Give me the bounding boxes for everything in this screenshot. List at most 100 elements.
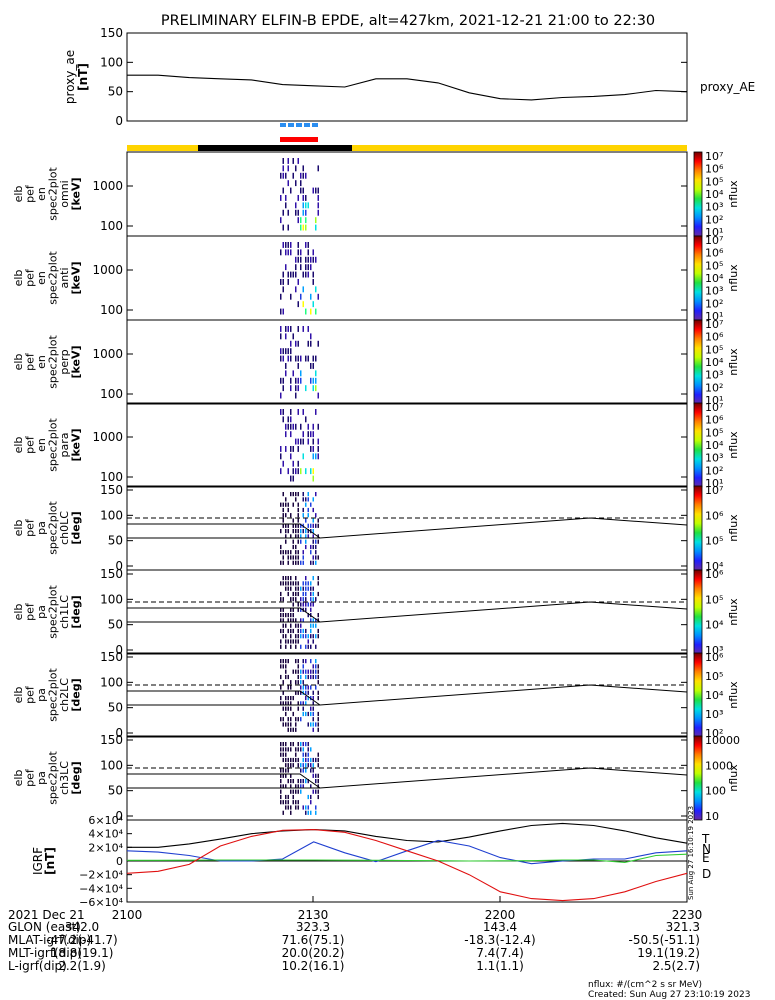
spectrogram-cell [297,602,299,607]
ylabel-line: en [35,187,48,201]
ylabel-line: pa [35,521,48,535]
spec-ytick-label: 100 [100,592,123,606]
spectrogram-cell [307,497,309,502]
ylabel-line: ch3LC [58,761,71,795]
spectrogram-cell [297,409,299,415]
spectrogram-cell [317,518,319,523]
spectrogram-cell [297,363,299,369]
spectrogram-cell [280,613,282,618]
spectrogram-cell [285,586,287,591]
spectrogram-cell [315,555,317,560]
spectrogram-cell [305,271,307,278]
spectrogram-cell [312,453,314,460]
spectrogram-cell [292,591,294,597]
spec-ytick-label: 0 [115,809,123,823]
spectrogram-cell [287,685,289,690]
spectrogram-cell [305,195,307,201]
proxy-ae-legend: proxy_AE [700,80,755,94]
spectrogram-cell [287,502,289,507]
spectrogram-cell [287,165,289,172]
spectrogram-cell [312,576,314,581]
spectrogram-cell [290,340,292,347]
spectrogram-cell [315,308,317,315]
spectrogram-cell [295,623,297,628]
igrf-ytick-label: 4×10⁴ [88,828,123,841]
colorbar [693,402,703,488]
spectrogram-cell [312,271,314,278]
spec-ytick-label: 0 [115,559,123,573]
spectrogram-cell [307,513,309,518]
spectrogram-cell [282,158,284,164]
spectrogram-cell [282,664,284,669]
spectrogram-cell [287,659,289,664]
spectrogram-cell [292,669,294,674]
spectrogram-cell [280,794,282,800]
spectrogram-cell [285,639,287,644]
spectrogram-cell [305,468,307,475]
ylabel-line: en [35,438,48,452]
spectrogram-cell [290,409,292,415]
colorbar-tick-label: 10² [705,727,723,740]
spectrogram-cell [297,523,299,528]
spectrogram-cell [317,613,319,618]
spectrogram-cell [282,576,284,581]
spectrogram-cell [317,711,319,717]
spectrogram-cell [295,581,297,586]
spectrogram-cell [315,560,317,565]
spectrogram-cell [297,438,299,445]
spectrogram-cell [280,591,282,597]
ylabel-line: spec2plot [47,251,60,305]
spectrogram-cell [280,308,282,315]
spectrogram-cell [287,242,289,248]
spectrogram-cell [310,591,312,597]
spectrogram-cell [285,768,287,773]
spectrogram-cell [315,669,317,674]
spectrogram-cell [285,348,287,355]
igrf-legend-n: N [702,842,711,856]
spectrogram-cell [295,618,297,623]
spectrogram-cell [312,355,314,362]
spectrogram-cell [287,576,289,581]
spectrogram-cell [312,385,314,392]
igrf-ytick-label: −4×10⁴ [79,882,123,895]
colorbar-tick-label: 10⁶ [705,414,724,427]
spectrogram-cell [285,513,287,518]
loss-cone-line-b [127,517,688,539]
spectrogram-cell [280,607,282,612]
spectrogram-cell [310,623,312,628]
spectrogram-cell [300,768,302,773]
spectrogram-cell [290,377,292,384]
spectrogram-cell [307,752,309,757]
spectrogram-cell [300,256,302,263]
spectrogram-cell [310,711,312,717]
spectrogram-cell [295,800,297,805]
colorbar-tick-label: 10⁶ [705,568,724,581]
spectrogram-cell [282,752,284,757]
spectrogram-cell [280,696,282,701]
spec-ytick-label: 50 [108,534,123,548]
spectrogram-cell [287,423,289,430]
spectrogram-cell [282,634,284,639]
ylabel-line: elb [12,604,25,621]
bottom-table: 2021 Dec 21 2100 2130 2200 2230 GLON (east)… [8,896,702,973]
spectrogram-cell [292,639,294,644]
spectrogram-cell [290,534,292,539]
spectrogram-cell [282,518,284,523]
colorbar-tick-label: 10⁴ [705,356,724,369]
spectrogram-cell [315,550,317,555]
spectrogram-cell [302,669,304,674]
colorbar-tick-label: 1000 [705,759,733,772]
colorbar-tick-label: 10⁴ [705,560,724,573]
spectrogram-cell [285,423,287,430]
ylabel-line: en [35,355,48,369]
spectrogram-cell [307,264,309,271]
spectrogram-cell [317,555,319,560]
spectrogram-cell [312,497,314,502]
spectrogram-cell [300,539,302,544]
ylabel-line: anti [58,267,71,288]
spectrogram-cell [290,326,292,332]
spectrogram-cell [280,779,282,784]
